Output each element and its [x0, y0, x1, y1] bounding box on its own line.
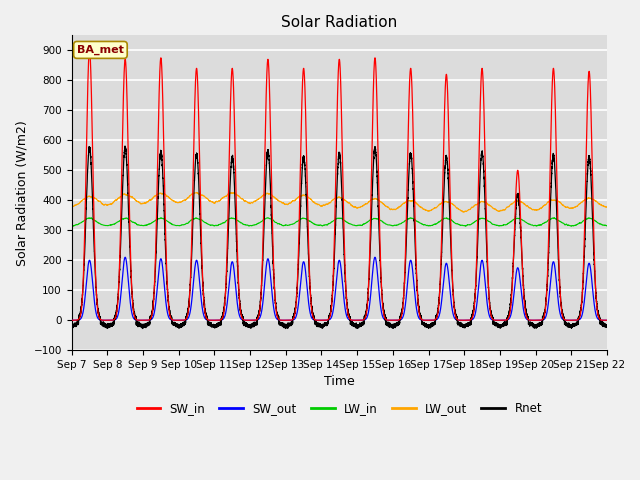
Y-axis label: Solar Radiation (W/m2): Solar Radiation (W/m2) — [15, 120, 28, 265]
Title: Solar Radiation: Solar Radiation — [281, 15, 397, 30]
Text: BA_met: BA_met — [77, 45, 124, 55]
Legend: SW_in, SW_out, LW_in, LW_out, Rnet: SW_in, SW_out, LW_in, LW_out, Rnet — [132, 397, 547, 420]
X-axis label: Time: Time — [324, 375, 355, 388]
